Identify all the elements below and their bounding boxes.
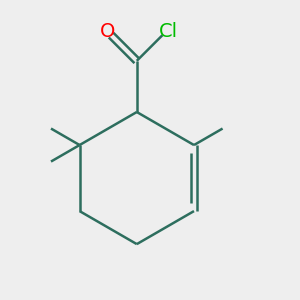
- Text: Cl: Cl: [159, 22, 178, 41]
- Text: O: O: [100, 22, 115, 41]
